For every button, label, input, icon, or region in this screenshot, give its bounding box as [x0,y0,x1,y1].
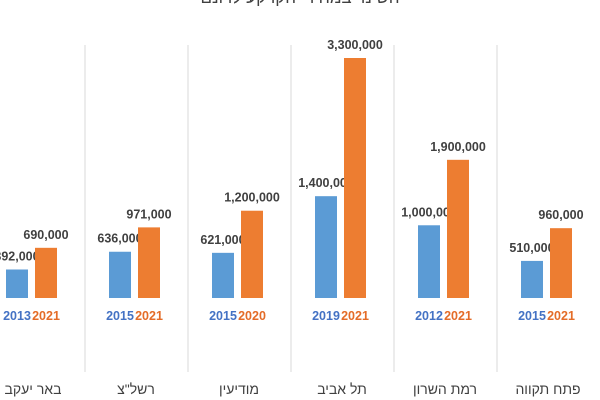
year-label: 2021 [341,309,369,323]
bar [35,247,57,298]
category-label: רשל"צ [117,381,155,397]
bar [418,225,440,298]
data-label: 960,000 [538,208,583,222]
bar [447,159,469,298]
data-label: 392,000 [0,249,40,263]
bar [138,227,160,298]
data-label: 3,300,000 [327,38,383,52]
data-label: 1,400,000 [298,176,354,190]
category-label: באר יעקב [5,381,62,397]
year-label: 2015 [518,309,546,323]
bar [109,251,131,298]
bar [212,252,234,298]
data-label: 636,000 [97,232,142,246]
year-label: 2015 [106,309,134,323]
bar [344,58,366,298]
year-label: 2013 [3,309,31,323]
data-label: 971,000 [126,207,171,221]
year-label: 2020 [238,309,266,323]
year-label: 2021 [135,309,163,323]
year-label: 2021 [32,309,60,323]
category-label: רמת השרון [413,381,477,397]
year-label: 2019 [312,309,340,323]
year-label: 2021 [547,309,575,323]
category-label: פתח תקווה [515,381,580,397]
data-label: 621,000 [200,233,245,247]
year-label: 2012 [415,309,443,323]
bar [550,228,572,298]
data-label: 1,000,000 [401,205,457,219]
data-label: 1,900,000 [430,140,486,154]
category-label: מודיעין [219,381,259,397]
data-label: 510,000 [509,241,554,255]
bar [6,269,28,298]
bar [315,196,337,298]
data-label: 1,200,000 [224,191,280,205]
bar [241,210,263,298]
bar [521,260,543,298]
data-label: 690,000 [23,228,68,242]
year-label: 2015 [209,309,237,323]
chart-title: השינוי במחירי הקרקע לדונם [0,0,600,8]
category-label: תל אביב [317,381,367,397]
year-label: 2021 [444,309,472,323]
